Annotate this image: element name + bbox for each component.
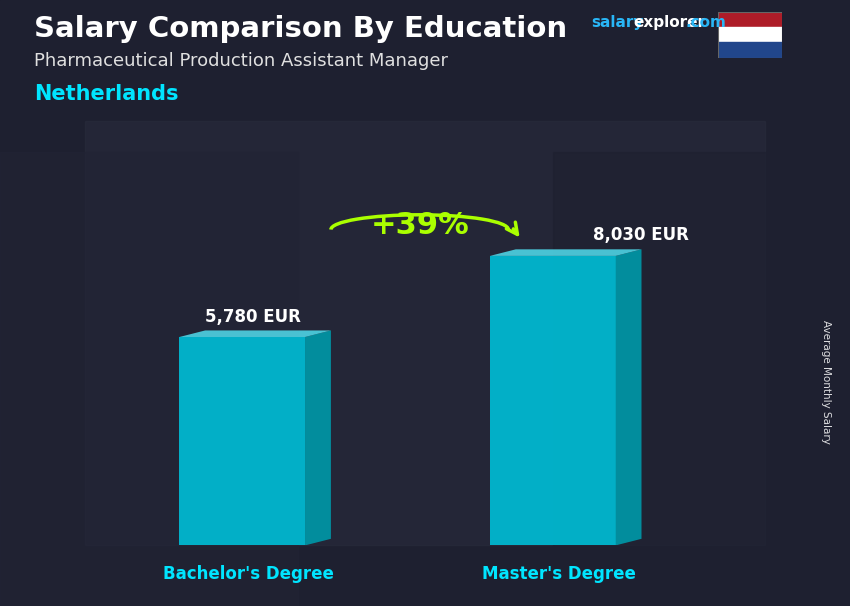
- Text: 8,030 EUR: 8,030 EUR: [593, 227, 689, 244]
- Bar: [718, 27, 782, 42]
- Text: Netherlands: Netherlands: [34, 84, 178, 104]
- Bar: [718, 42, 782, 58]
- Polygon shape: [179, 330, 331, 337]
- Polygon shape: [179, 337, 305, 545]
- Text: Master's Degree: Master's Degree: [482, 565, 636, 583]
- Polygon shape: [305, 330, 331, 545]
- Text: Pharmaceutical Production Assistant Manager: Pharmaceutical Production Assistant Mana…: [34, 52, 448, 70]
- Text: +39%: +39%: [371, 211, 469, 240]
- Text: explorer: explorer: [633, 15, 706, 30]
- Text: Average Monthly Salary: Average Monthly Salary: [821, 320, 831, 444]
- Text: .com: .com: [686, 15, 727, 30]
- Text: Salary Comparison By Education: Salary Comparison By Education: [34, 15, 567, 43]
- Bar: [0, 152, 298, 606]
- Polygon shape: [490, 249, 642, 256]
- Polygon shape: [490, 256, 615, 545]
- Bar: [718, 12, 782, 27]
- Text: 5,780 EUR: 5,780 EUR: [205, 307, 301, 325]
- Bar: [85, 121, 765, 545]
- Polygon shape: [615, 249, 642, 545]
- Bar: [552, 152, 850, 606]
- Text: salary: salary: [591, 15, 643, 30]
- Text: Bachelor's Degree: Bachelor's Degree: [162, 565, 333, 583]
